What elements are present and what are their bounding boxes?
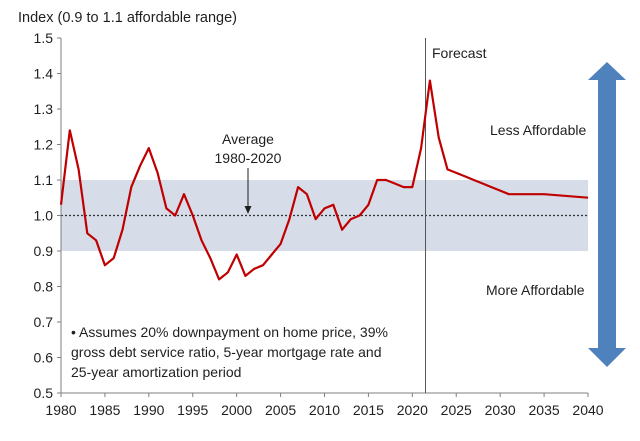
x-tick-label: 1980 — [45, 402, 76, 418]
x-tick-label: 2020 — [397, 402, 428, 418]
note-line3: 25-year amortization period — [71, 364, 241, 380]
y-tick-label: 1.2 — [34, 137, 54, 153]
x-tick-label: 2030 — [485, 402, 516, 418]
less-affordable-label: Less Affordable — [490, 122, 586, 138]
y-tick-labels: 0.5 0.6 0.7 0.8 0.9 1.0 1.1 1.2 1.3 1.4 1.5 — [34, 30, 61, 401]
average-pointer-arrowhead — [244, 206, 252, 214]
y-tick-label: 0.5 — [34, 385, 54, 401]
y-tick-label: 0.6 — [34, 350, 54, 366]
y-tick-label: 1.5 — [34, 30, 54, 46]
y-tick-label: 0.9 — [34, 243, 54, 259]
x-tick-label: 1995 — [177, 402, 208, 418]
affordability-double-arrow — [588, 62, 626, 367]
y-tick-label: 1.4 — [34, 66, 54, 82]
x-tick-label: 2040 — [572, 402, 603, 418]
more-affordable-label: More Affordable — [486, 282, 585, 298]
affordable-band — [61, 180, 588, 251]
y-tick-label: 0.8 — [34, 279, 54, 295]
x-tick-label: 2015 — [353, 402, 384, 418]
x-tick-label: 1990 — [133, 402, 164, 418]
x-tick-label: 2010 — [309, 402, 340, 418]
y-tick-label: 1.0 — [34, 208, 54, 224]
y-tick-label: 1.3 — [34, 101, 54, 117]
x-tick-label: 2000 — [221, 402, 252, 418]
x-tick-label: 2025 — [441, 402, 472, 418]
y-tick-label: 1.1 — [34, 172, 54, 188]
x-tick-labels: 1980 1985 1990 1995 2000 2005 2010 2015 2020 2025… — [45, 393, 604, 418]
x-tick-label: 2005 — [265, 402, 296, 418]
note-line2: gross debt service ratio, 5-year mortgag… — [71, 344, 382, 360]
y-tick-label: 0.7 — [34, 314, 54, 330]
y-axis-title: Index (0.9 to 1.1 affordable range) — [18, 10, 237, 26]
average-label-line2: 1980-2020 — [215, 150, 282, 166]
forecast-label: Forecast — [432, 45, 487, 61]
x-tick-label: 2035 — [529, 402, 560, 418]
note-line1: Assumes 20% downpayment on home price, 3… — [79, 324, 388, 340]
average-label-line1: Average — [222, 131, 274, 147]
x-tick-label: 1985 — [89, 402, 120, 418]
series-line — [59, 79, 589, 281]
note-bullet: • — [71, 324, 76, 340]
